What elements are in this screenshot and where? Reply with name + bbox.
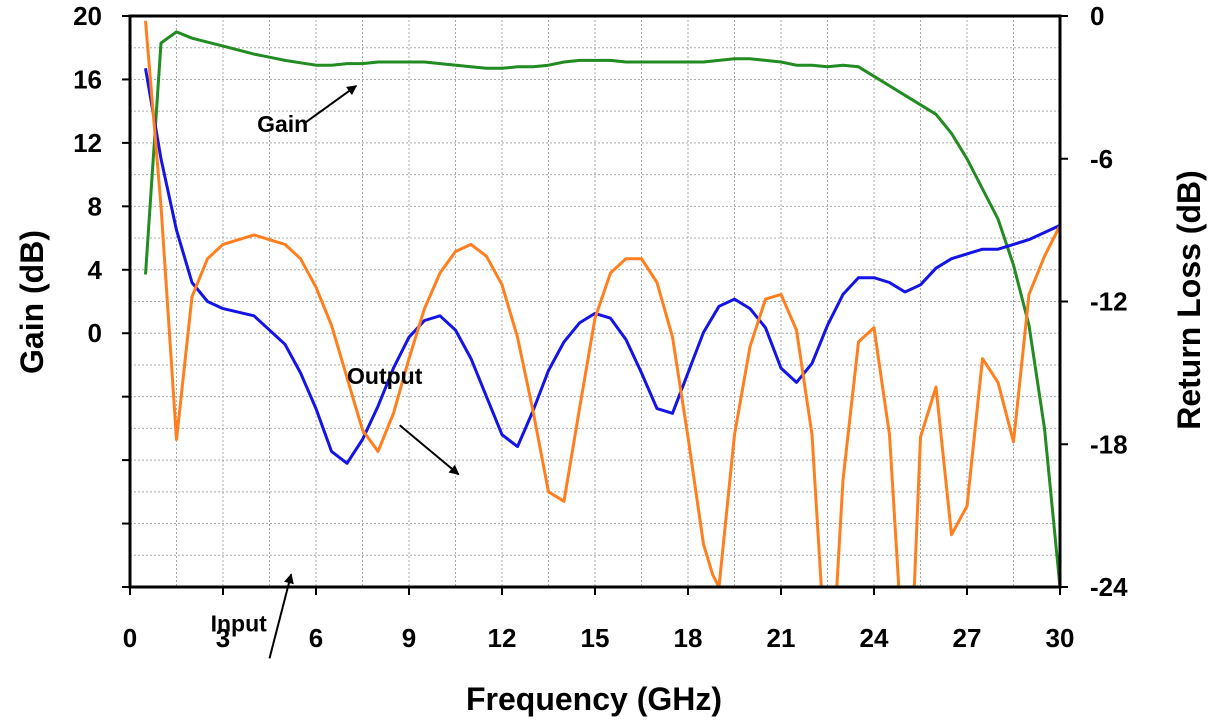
- y-left-tick-label: 20: [73, 1, 102, 31]
- annotation-input-label: Input: [211, 610, 268, 636]
- y-left-tick-label: 8: [88, 191, 102, 221]
- y-right-tick-label: -24: [1090, 572, 1128, 602]
- x-axis-title: Frequency (GHz): [466, 681, 722, 717]
- annotation-gain-label: Gain: [257, 111, 308, 137]
- annotations: Gain Output Input: [211, 84, 460, 659]
- grid: [130, 16, 1060, 587]
- annotation-input-arrow: [268, 573, 294, 659]
- x-tick-label: 6: [309, 623, 323, 653]
- x-tick-label: 12: [488, 623, 517, 653]
- x-tick-label: 0: [123, 623, 137, 653]
- y-left-tick-label: 0: [88, 318, 102, 348]
- series-input-line: [144, 68, 1061, 465]
- x-tick-label: 15: [581, 623, 610, 653]
- y-left-tick-label: 16: [73, 64, 102, 94]
- x-tick-label: 9: [402, 623, 416, 653]
- y-left-tick-label: 12: [73, 128, 102, 158]
- y-right-tick-label: -12: [1090, 287, 1128, 317]
- y-left-tick-label: 4: [88, 255, 103, 285]
- plot-frame: [128, 14, 1062, 589]
- x-tick-label: 3: [216, 623, 230, 653]
- series-gain-line: [144, 30, 1062, 588]
- x-tick-label: 18: [674, 623, 703, 653]
- annotation-gain-arrow: [303, 84, 358, 125]
- tick-labels: 0 3 6 9 12 15 18 21 24 27 30 0 4 8 12 16 20 0 -6 -12 -18 -24: [73, 1, 1128, 653]
- x-tick-label: 21: [767, 623, 796, 653]
- y-right-axis-title: Return Loss (dB): [1171, 170, 1207, 430]
- y-right-tick-label: -6: [1090, 144, 1113, 174]
- x-tick-label: 30: [1046, 623, 1075, 653]
- annotation-output-label: Output: [347, 363, 423, 389]
- y-right-tick-label: -18: [1090, 429, 1128, 459]
- y-left-axis-title: Gain (dB): [14, 230, 50, 374]
- annotation-output-arrow: [399, 424, 460, 476]
- y-right-tick-label: 0: [1090, 1, 1104, 31]
- x-tick-label: 24: [860, 623, 889, 653]
- x-tick-label: 27: [953, 623, 982, 653]
